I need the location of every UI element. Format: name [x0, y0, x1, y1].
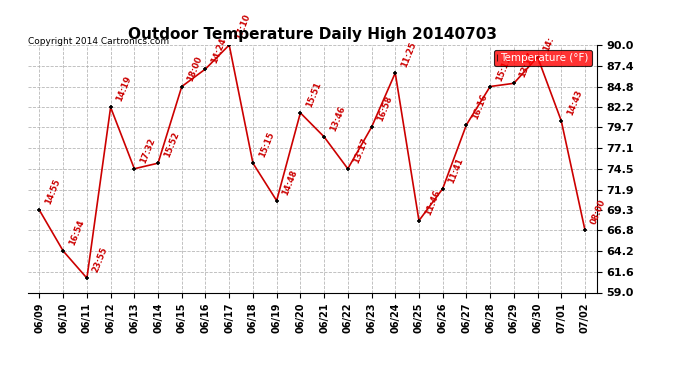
- Text: 13:17: 13:17: [518, 51, 536, 79]
- Text: 15:51: 15:51: [304, 80, 323, 109]
- Point: [152, 160, 164, 166]
- Text: 14:55: 14:55: [43, 178, 62, 206]
- Text: 14:48: 14:48: [281, 168, 299, 196]
- Text: 23:55: 23:55: [91, 246, 110, 274]
- Text: 15:52: 15:52: [162, 131, 181, 159]
- Point: [390, 70, 401, 76]
- Point: [295, 110, 306, 116]
- Point: [58, 248, 69, 254]
- Text: 11:46: 11:46: [423, 188, 442, 216]
- Text: 15:17: 15:17: [494, 54, 513, 82]
- Point: [366, 124, 377, 130]
- Point: [555, 118, 566, 124]
- Point: [461, 122, 472, 128]
- Text: 17:10: 17:10: [233, 13, 252, 41]
- Text: 14:43: 14:43: [565, 88, 584, 117]
- Text: 17:32: 17:32: [139, 136, 157, 165]
- Point: [81, 275, 92, 281]
- Text: Copyright 2014 Cartronics.com: Copyright 2014 Cartronics.com: [28, 38, 169, 46]
- Text: 14:19: 14:19: [115, 75, 133, 103]
- Point: [34, 207, 45, 213]
- Point: [224, 42, 235, 48]
- Text: 08:00: 08:00: [589, 198, 607, 226]
- Point: [105, 104, 116, 110]
- Point: [129, 166, 140, 172]
- Point: [342, 166, 353, 172]
- Text: 16:58: 16:58: [375, 95, 394, 123]
- Point: [319, 134, 330, 140]
- Text: 11:41: 11:41: [447, 156, 465, 184]
- Point: [580, 227, 591, 233]
- Point: [532, 54, 543, 60]
- Text: 15:15: 15:15: [257, 131, 275, 159]
- Point: [484, 84, 495, 90]
- Text: 13:17: 13:17: [352, 136, 371, 165]
- Point: [200, 66, 211, 72]
- Point: [413, 217, 424, 223]
- Text: 16:16: 16:16: [471, 92, 489, 121]
- Text: 18:00: 18:00: [186, 54, 204, 82]
- Point: [271, 198, 282, 204]
- Text: 11:25: 11:25: [400, 40, 418, 69]
- Text: 16:54: 16:54: [68, 219, 86, 247]
- Text: 14:: 14:: [542, 35, 555, 53]
- Point: [176, 84, 187, 90]
- Text: 13:46: 13:46: [328, 105, 346, 133]
- Point: [248, 160, 259, 166]
- Legend: Temperature (°F): Temperature (°F): [494, 50, 591, 66]
- Point: [437, 186, 448, 192]
- Text: 14:24: 14:24: [210, 36, 228, 65]
- Point: [509, 80, 520, 86]
- Title: Outdoor Temperature Daily High 20140703: Outdoor Temperature Daily High 20140703: [128, 27, 497, 42]
